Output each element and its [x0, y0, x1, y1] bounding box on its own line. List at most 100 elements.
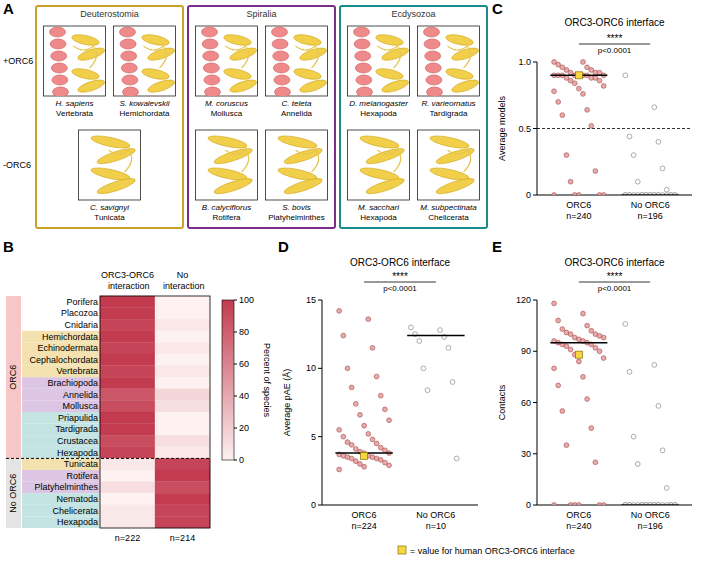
- reference-line: [537, 128, 692, 129]
- image-content: [277, 133, 324, 196]
- row-label: Mollusca: [62, 401, 98, 411]
- orc6-helix: [356, 75, 372, 85]
- data-point: [552, 89, 557, 94]
- p-value: p<0.0001: [598, 284, 632, 293]
- tick-label: 0: [311, 500, 316, 510]
- colorbar-tick-label: 100: [239, 295, 254, 305]
- group-title: Spiralia: [246, 9, 276, 19]
- heat-cell: [100, 482, 155, 494]
- data-point: [337, 427, 342, 432]
- orc3-helix: [223, 67, 252, 82]
- row-label-bg: [22, 424, 100, 436]
- orc6-helix: [53, 87, 69, 96]
- orc3-helix: [365, 176, 406, 197]
- data-point: [378, 393, 383, 398]
- heat-cell: [155, 505, 210, 517]
- tick-label: 60: [521, 398, 531, 408]
- category-label: No ORC6: [416, 510, 455, 520]
- data-point: [635, 179, 640, 184]
- data-point: [349, 385, 354, 390]
- species-name: B. calyciflorus: [202, 203, 251, 212]
- orc6-helix: [202, 39, 218, 49]
- orc6-helix: [120, 39, 136, 49]
- panel-letter: A: [3, 0, 14, 17]
- row-label: Platyhelminthes: [34, 482, 98, 492]
- orc3-helix: [147, 78, 176, 95]
- y-tick: [533, 128, 537, 129]
- clade-name: Vertebrata: [56, 109, 93, 118]
- heat-cell: [155, 493, 210, 505]
- data-point: [366, 317, 371, 322]
- column-head-line: interaction: [160, 281, 204, 291]
- orc6-helix: [425, 63, 441, 73]
- data-point: [552, 193, 557, 195]
- column-head: No interaction: [160, 270, 204, 291]
- loop: [226, 46, 249, 68]
- loop: [448, 150, 471, 172]
- group-box: [340, 6, 487, 228]
- row-label: -ORC6: [3, 160, 31, 170]
- orc3-helix: [429, 133, 470, 150]
- heat-cell: [100, 505, 155, 517]
- image-frame: [418, 130, 480, 200]
- clade-name: Hexapoda: [360, 213, 397, 222]
- clade-name: Hemichordata: [120, 109, 170, 118]
- image-content: [354, 27, 410, 96]
- legend-swatch: [398, 546, 406, 554]
- row-label-bg: [22, 377, 100, 389]
- data-point: [387, 463, 392, 468]
- heat-cell: [100, 331, 155, 343]
- data-point: [601, 84, 606, 89]
- colorbar-tick: [234, 460, 237, 461]
- data-point: [593, 460, 598, 465]
- heat-cell: [100, 458, 155, 470]
- heat-cell: [155, 296, 210, 308]
- data-point: [552, 503, 557, 505]
- species-name: R. varieornatus: [421, 99, 475, 108]
- row-label-bg: [22, 505, 100, 517]
- data-point: [374, 441, 379, 446]
- data-point: [409, 325, 414, 330]
- orc3-helix: [445, 67, 474, 82]
- category-label: No ORC6: [631, 200, 670, 210]
- data-point: [337, 467, 342, 472]
- orc3-helix: [299, 78, 328, 95]
- y-axis: [322, 300, 323, 505]
- orc3-helix: [293, 33, 322, 48]
- image-content: [272, 27, 328, 96]
- orc6-helix: [51, 51, 67, 61]
- tick-label: 0.5: [518, 124, 531, 134]
- heat-cell: [155, 389, 210, 401]
- orc6-helix: [273, 51, 289, 61]
- category-label: ORC6: [566, 510, 591, 520]
- row-label: Chelicerata: [52, 506, 98, 516]
- data-point: [627, 369, 632, 374]
- orc6-helix: [427, 87, 443, 96]
- data-point: [585, 397, 590, 402]
- clade-name: Rotifera: [212, 213, 241, 222]
- n-label: n=222: [115, 533, 140, 543]
- row-label: Tardigrada: [55, 424, 98, 434]
- tick-label: 0: [526, 190, 531, 200]
- row-label-bg: [22, 331, 100, 343]
- data-point: [370, 345, 375, 350]
- tick-label: 0: [526, 500, 531, 510]
- image-frame: [196, 26, 258, 96]
- orc6-helix: [357, 87, 373, 96]
- data-point: [660, 448, 665, 453]
- data-point: [585, 107, 590, 112]
- structure-image: [79, 130, 141, 200]
- data-point: [589, 328, 594, 333]
- colorbar-tick-label: 60: [239, 359, 249, 369]
- colorbar-tick-label: 0: [239, 455, 244, 465]
- orc3-helix: [141, 67, 170, 82]
- row-label-bg: [22, 319, 100, 331]
- data-point: [593, 345, 598, 350]
- row-label: Cephalochordata: [29, 355, 98, 365]
- data-point: [576, 503, 581, 505]
- colorbar-tick: [234, 428, 237, 429]
- orc3-helix: [71, 67, 100, 82]
- panel-letter: D: [278, 238, 289, 255]
- orc3-helix: [293, 67, 322, 82]
- structure-image: [196, 130, 258, 200]
